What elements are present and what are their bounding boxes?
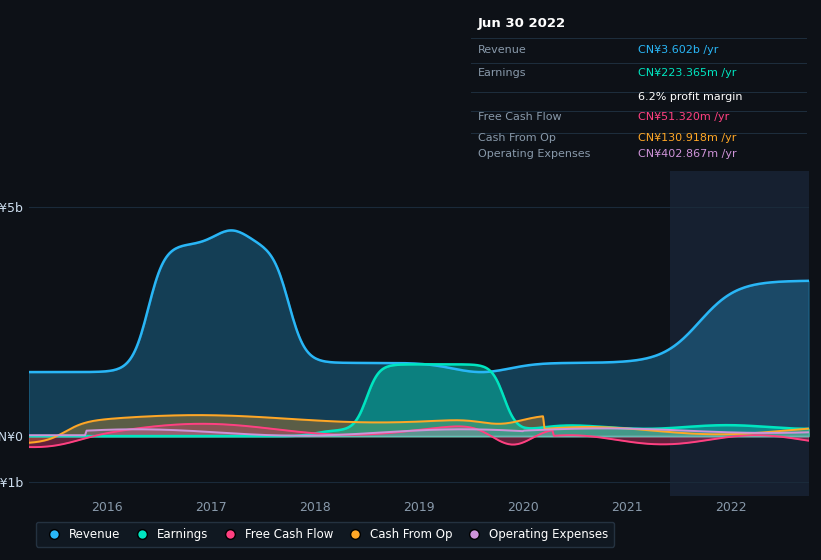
- Text: 6.2% profit margin: 6.2% profit margin: [639, 92, 743, 101]
- Legend: Revenue, Earnings, Free Cash Flow, Cash From Op, Operating Expenses: Revenue, Earnings, Free Cash Flow, Cash …: [36, 522, 614, 547]
- Text: CN¥402.867m /yr: CN¥402.867m /yr: [639, 149, 737, 159]
- Text: CN¥130.918m /yr: CN¥130.918m /yr: [639, 133, 736, 143]
- Text: Revenue: Revenue: [478, 45, 526, 55]
- Text: CN¥3.602b /yr: CN¥3.602b /yr: [639, 45, 718, 55]
- Text: CN¥223.365m /yr: CN¥223.365m /yr: [639, 68, 736, 78]
- Text: Cash From Op: Cash From Op: [478, 133, 556, 143]
- Text: Jun 30 2022: Jun 30 2022: [478, 17, 566, 30]
- Text: Free Cash Flow: Free Cash Flow: [478, 113, 562, 122]
- Text: Operating Expenses: Operating Expenses: [478, 149, 590, 159]
- Text: CN¥51.320m /yr: CN¥51.320m /yr: [639, 113, 730, 122]
- Text: Earnings: Earnings: [478, 68, 526, 78]
- Bar: [671, 171, 809, 496]
